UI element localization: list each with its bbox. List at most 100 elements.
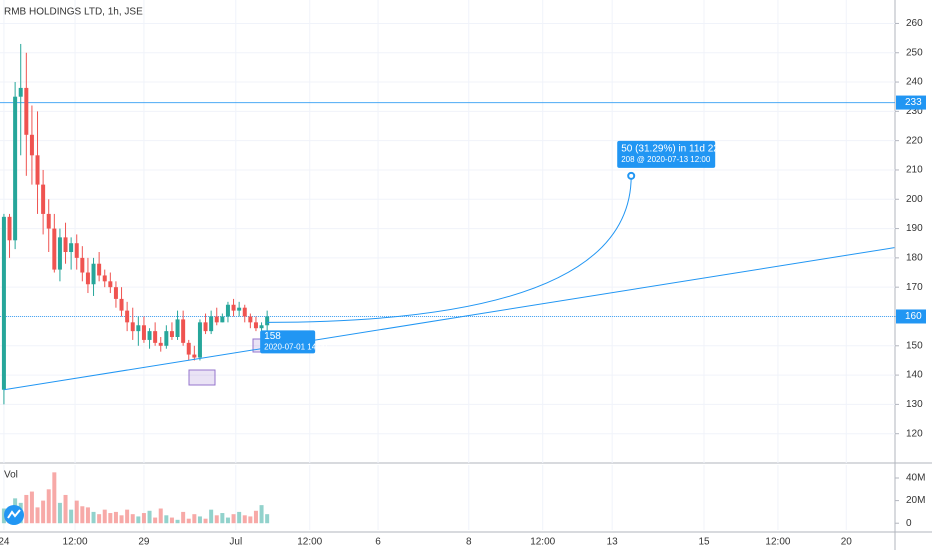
x-tick-label: 24 bbox=[0, 537, 10, 548]
x-tick-label: 13 bbox=[607, 537, 619, 548]
volume-bar bbox=[108, 513, 113, 524]
volume-bar bbox=[35, 507, 40, 524]
volume-bar bbox=[46, 489, 51, 524]
volume-bar bbox=[186, 518, 191, 524]
volume-bar bbox=[197, 516, 202, 524]
candle-body bbox=[214, 316, 219, 323]
candle-body bbox=[220, 316, 225, 323]
volume-bar bbox=[158, 508, 163, 524]
candle-body bbox=[57, 237, 62, 270]
candle-body bbox=[46, 213, 51, 229]
x-tick-label: 15 bbox=[698, 537, 710, 548]
volume-bar bbox=[1, 508, 6, 524]
x-tick-label: Jul bbox=[229, 537, 242, 548]
volume-bar bbox=[91, 511, 96, 524]
candle-body bbox=[108, 281, 113, 288]
vol-tick-label: 0 bbox=[906, 518, 912, 529]
candle-body bbox=[181, 319, 186, 343]
volume-bar bbox=[181, 511, 186, 524]
trend-line bbox=[3, 247, 895, 391]
candle-body bbox=[197, 322, 202, 358]
volume-bar bbox=[125, 509, 130, 524]
y-tick-label: 210 bbox=[906, 165, 923, 176]
candle-body bbox=[18, 87, 23, 97]
volume-label: Vol bbox=[4, 470, 18, 481]
candle-body bbox=[1, 216, 6, 390]
candle-body bbox=[69, 243, 74, 253]
candle-body bbox=[74, 243, 79, 258]
candle-body bbox=[175, 319, 180, 337]
volume-bar bbox=[265, 514, 270, 524]
y-tick-label: 170 bbox=[906, 282, 923, 293]
y-tick-label: 230 bbox=[906, 106, 923, 117]
y-tick-label: 130 bbox=[906, 399, 923, 410]
projection-label: 50 (31.29%) in 11d 22h bbox=[621, 143, 724, 154]
volume-bar bbox=[41, 500, 46, 524]
volume-bar bbox=[57, 502, 62, 524]
y-tick-label: 250 bbox=[906, 47, 923, 58]
volume-bar bbox=[248, 516, 253, 524]
price-badge bbox=[896, 95, 926, 110]
volume-bar bbox=[209, 509, 214, 524]
candle-body bbox=[102, 275, 107, 282]
candle-body bbox=[97, 263, 102, 276]
volume-bar bbox=[102, 509, 107, 524]
candle-body bbox=[248, 316, 253, 323]
candle-body bbox=[186, 342, 191, 355]
y-tick-label: 200 bbox=[906, 194, 923, 205]
volume-bar bbox=[175, 519, 180, 524]
candle-body bbox=[259, 325, 264, 329]
volume-bar bbox=[80, 506, 85, 524]
y-tick-label: 260 bbox=[906, 18, 923, 29]
projection-end bbox=[627, 171, 636, 180]
candle-body bbox=[225, 304, 230, 317]
volume-bar bbox=[225, 517, 230, 524]
x-tick-label: 29 bbox=[138, 537, 150, 548]
x-tick-label: 6 bbox=[375, 537, 381, 548]
volume-bar bbox=[52, 472, 57, 524]
volume-bar bbox=[130, 514, 135, 524]
candle-body bbox=[113, 287, 118, 299]
vol-tick-label: 40M bbox=[906, 473, 925, 484]
projection-box bbox=[617, 140, 716, 168]
x-tick-label: 12:00 bbox=[63, 537, 88, 548]
x-tick-label: 20 bbox=[841, 537, 853, 548]
volume-bar bbox=[220, 513, 225, 524]
y-tick-label: 180 bbox=[906, 253, 923, 264]
volume-bar bbox=[63, 494, 68, 524]
volume-bar bbox=[141, 513, 146, 524]
candle-body bbox=[130, 322, 135, 332]
candle-body bbox=[192, 354, 197, 358]
volume-bar bbox=[169, 517, 174, 524]
candle-body bbox=[7, 216, 12, 241]
x-tick-label: 12:00 bbox=[765, 537, 790, 548]
projection-sublabel: 208 @ 2020-07-13 12:00 bbox=[621, 155, 711, 164]
y-tick-label: 220 bbox=[906, 135, 923, 146]
candle-body bbox=[63, 237, 68, 253]
price-badge-label: 233 bbox=[905, 97, 922, 108]
volume-bar bbox=[253, 510, 258, 524]
candle-body bbox=[265, 316, 270, 326]
candle-body bbox=[147, 331, 152, 340]
volume-bar bbox=[231, 514, 236, 524]
point-value: 158 bbox=[264, 331, 281, 342]
y-tick-label: 120 bbox=[906, 428, 923, 439]
candle-body bbox=[13, 96, 18, 241]
logo-icon bbox=[7, 509, 21, 519]
candle-body bbox=[136, 325, 141, 332]
candle-body bbox=[153, 331, 158, 343]
price-badge bbox=[896, 309, 926, 324]
candle-body bbox=[119, 298, 124, 311]
candle-body bbox=[169, 331, 174, 337]
selection-box bbox=[188, 369, 216, 386]
price-badge-label: 160 bbox=[905, 311, 922, 322]
point-date: 2020-07-01 14:00 bbox=[264, 342, 328, 351]
candle-body bbox=[41, 184, 46, 214]
candle-body bbox=[164, 331, 169, 346]
candle-body bbox=[91, 263, 96, 285]
volume-bar bbox=[97, 514, 102, 524]
volume-bar bbox=[214, 515, 219, 524]
candle-body bbox=[125, 310, 130, 323]
volume-bar bbox=[164, 515, 169, 524]
